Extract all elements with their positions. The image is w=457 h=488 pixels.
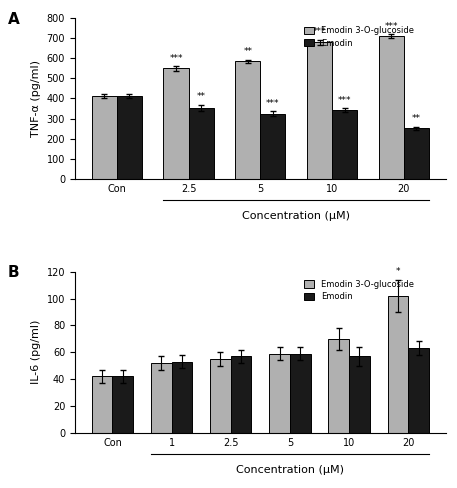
- Bar: [210, 359, 231, 433]
- Bar: [164, 68, 189, 179]
- Text: ***: ***: [169, 54, 183, 62]
- Bar: [329, 339, 349, 433]
- Y-axis label: IL-6 (pg/ml): IL-6 (pg/ml): [31, 320, 41, 385]
- Bar: [379, 36, 404, 179]
- Bar: [92, 376, 112, 433]
- Bar: [408, 348, 429, 433]
- Bar: [404, 128, 429, 179]
- Bar: [307, 42, 332, 179]
- Text: B: B: [8, 265, 20, 280]
- Bar: [290, 353, 311, 433]
- Bar: [231, 356, 251, 433]
- Bar: [112, 376, 133, 433]
- Bar: [235, 61, 260, 179]
- Text: A: A: [8, 12, 20, 26]
- Legend: Emodin 3-O-glucoside, Emodin: Emodin 3-O-glucoside, Emodin: [302, 278, 416, 304]
- Text: **: **: [412, 115, 421, 123]
- Bar: [388, 296, 408, 433]
- Bar: [151, 363, 172, 433]
- Text: ***: ***: [266, 99, 280, 108]
- Text: ***: ***: [385, 22, 398, 31]
- Bar: [260, 114, 286, 179]
- Text: Concentration (μM): Concentration (μM): [242, 211, 350, 221]
- Bar: [172, 362, 192, 433]
- Text: ***: ***: [338, 96, 351, 105]
- Bar: [189, 107, 214, 179]
- Legend: Emodin 3-O-glucoside, Emodin: Emodin 3-O-glucoside, Emodin: [302, 24, 416, 50]
- Bar: [117, 97, 142, 179]
- Bar: [349, 356, 370, 433]
- Bar: [269, 353, 290, 433]
- Text: **: **: [243, 47, 252, 57]
- Text: ***: ***: [313, 27, 326, 37]
- Bar: [92, 97, 117, 179]
- Text: **: **: [197, 92, 206, 102]
- Text: *: *: [396, 267, 400, 277]
- Bar: [332, 110, 357, 179]
- Text: Concentration (μM): Concentration (μM): [236, 465, 344, 475]
- Y-axis label: TNF-α (pg/ml): TNF-α (pg/ml): [31, 60, 41, 137]
